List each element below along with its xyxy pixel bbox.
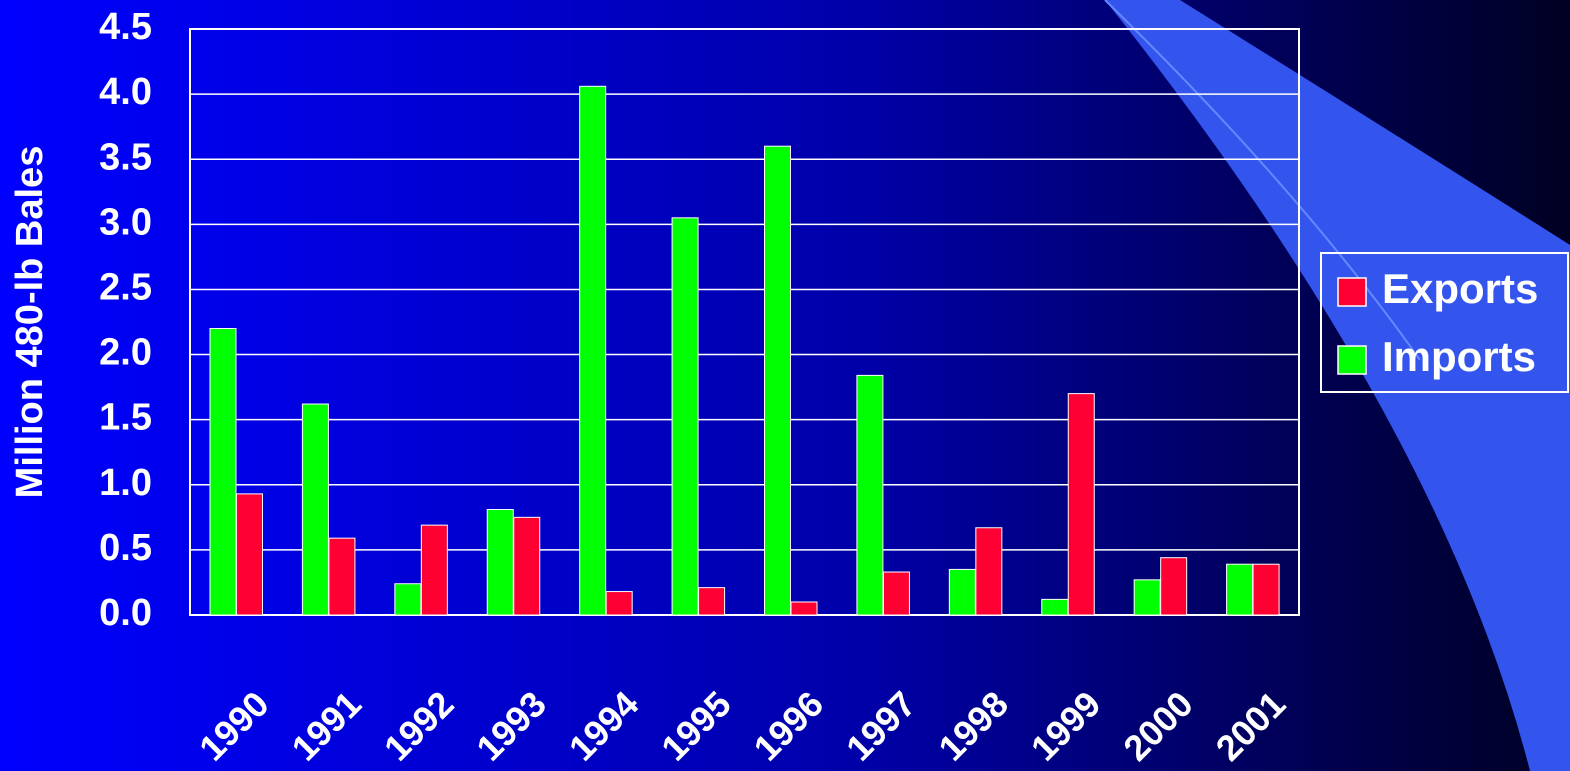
y-tick-label: 0.5 xyxy=(99,527,152,569)
bar xyxy=(486,509,514,616)
bar xyxy=(1041,598,1069,616)
bar xyxy=(394,583,422,616)
y-tick-label: 2.0 xyxy=(99,332,152,374)
y-tick-label: 1.5 xyxy=(99,397,152,439)
y-tick-label: 4.5 xyxy=(99,6,152,48)
y-axis-title: Million 480-lb Bales xyxy=(9,146,51,499)
bar xyxy=(856,374,884,616)
y-tick-label: 2.5 xyxy=(99,266,152,308)
bar xyxy=(975,527,1003,616)
decor-edge xyxy=(1104,0,1421,361)
bar xyxy=(1252,563,1280,616)
bar xyxy=(579,85,607,616)
legend-swatch xyxy=(1337,345,1367,375)
legend-swatch xyxy=(1337,277,1367,307)
bar xyxy=(420,524,448,616)
bar xyxy=(209,328,237,616)
bar xyxy=(882,571,910,616)
y-tick-label: 0.0 xyxy=(99,592,152,634)
bar xyxy=(1133,579,1161,616)
bar xyxy=(328,537,356,616)
y-tick-label: 3.0 xyxy=(99,201,152,243)
bar xyxy=(790,601,818,616)
decor-swoosh xyxy=(1105,0,1570,771)
bar xyxy=(1160,557,1188,616)
bar xyxy=(513,516,541,616)
bar xyxy=(1067,393,1095,616)
bar xyxy=(301,403,329,616)
y-tick-label: 1.0 xyxy=(99,462,152,504)
bar xyxy=(605,591,633,616)
y-tick-label: 3.5 xyxy=(99,136,152,178)
bar xyxy=(764,145,791,616)
legend-label: Exports xyxy=(1382,265,1538,312)
y-tick-label: 4.0 xyxy=(99,71,152,113)
bar xyxy=(1226,563,1254,616)
bar xyxy=(948,568,976,616)
bar xyxy=(236,493,263,616)
bar xyxy=(671,217,699,616)
legend-box xyxy=(1320,252,1569,393)
legend-label: Imports xyxy=(1382,333,1536,380)
bar xyxy=(698,587,726,616)
